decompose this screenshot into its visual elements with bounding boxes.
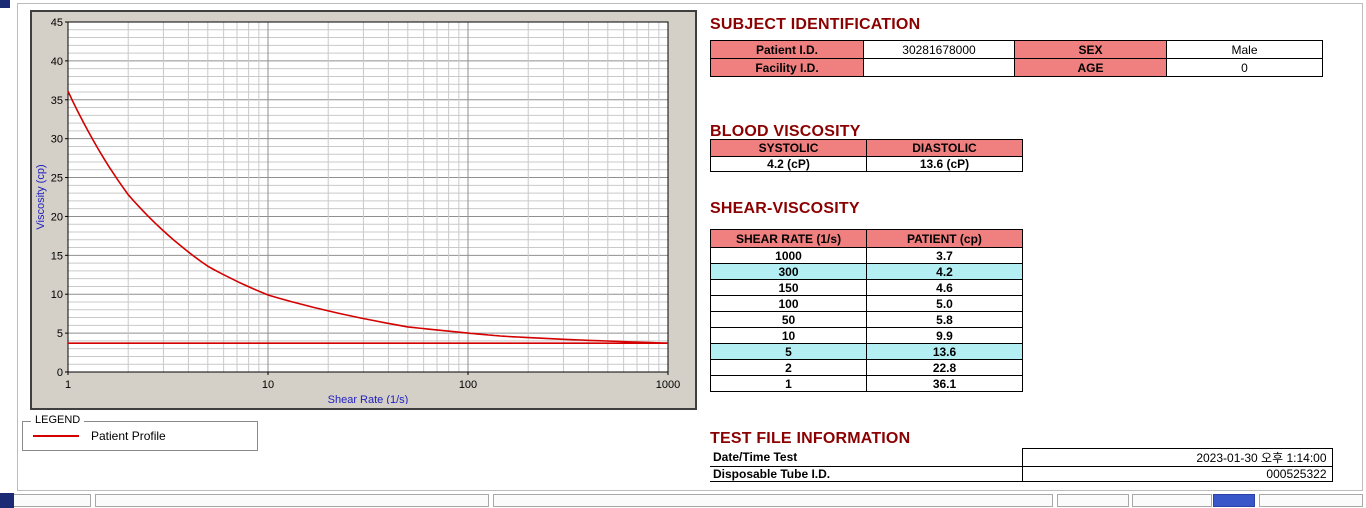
patient-cp-cell: 4.6 xyxy=(866,279,1023,296)
shear-rate-cell: 150 xyxy=(710,279,867,296)
svg-text:1000: 1000 xyxy=(656,379,680,391)
shear-rate-header-cell: SHEAR RATE (1/s) xyxy=(710,229,867,248)
table-row: SYSTOLIC DIASTOLIC xyxy=(710,139,1023,157)
shear-viscosity-chart: 0 5 10 15 20 25 30 35 40 45 1 10 100 1000 Shear Rate (… xyxy=(35,17,680,404)
facility-id-label-cell: Facility I.D. xyxy=(710,58,864,77)
shear-viscosity-table: SHEAR RATE (1/s) PATIENT (cp) 1000 3.7 3… xyxy=(710,229,1023,392)
statusbar-segment xyxy=(1259,494,1363,507)
patient-profile-line-sample xyxy=(33,435,79,437)
date-time-test-value-cell: 2023-01-30 오후 1:14:00 xyxy=(1021,448,1333,467)
window-chrome-fragment-bottom-left xyxy=(0,493,14,508)
test-file-information-heading: TEST FILE INFORMATION xyxy=(710,430,911,447)
statusbar-segment xyxy=(1057,494,1129,507)
age-label-cell: AGE xyxy=(1014,58,1167,77)
svg-text:5: 5 xyxy=(57,328,63,340)
patient-cp-cell: 9.9 xyxy=(866,327,1023,344)
table-row: SHEAR RATE (1/s) PATIENT (cp) xyxy=(710,229,1023,248)
shear-rate-cell: 300 xyxy=(710,263,867,280)
systolic-header-cell: SYSTOLIC xyxy=(710,139,867,157)
svg-text:0: 0 xyxy=(57,367,63,379)
shear-rate-cell: 10 xyxy=(710,327,867,344)
blood-viscosity-heading: BLOOD VISCOSITY xyxy=(710,123,861,140)
svg-text:25: 25 xyxy=(51,173,63,185)
diastolic-header-cell: DIASTOLIC xyxy=(866,139,1023,157)
svg-text:30: 30 xyxy=(51,134,63,146)
table-row: 1 36.1 xyxy=(710,375,1023,392)
svg-text:10: 10 xyxy=(262,379,274,391)
table-row: Patient I.D. 30281678000 SEX Male xyxy=(710,40,1323,59)
disposable-tube-id-value-cell: 000525322 xyxy=(1021,466,1333,482)
shear-rate-cell: 1000 xyxy=(710,247,867,264)
shear-rate-cell: 100 xyxy=(710,295,867,312)
statusbar-segment xyxy=(493,494,1053,507)
blood-viscosity-table: SYSTOLIC DIASTOLIC 4.2 (cP) 13.6 (cP) xyxy=(710,139,1023,172)
systolic-value-cell: 4.2 (cP) xyxy=(710,156,867,172)
window-chrome-fragment-top-left xyxy=(0,0,10,8)
subject-identification-heading: SUBJECT IDENTIFICATION xyxy=(710,16,921,33)
svg-text:35: 35 xyxy=(51,95,63,107)
svg-text:100: 100 xyxy=(459,379,477,391)
subject-identification-table: Patient I.D. 30281678000 SEX Male Facili… xyxy=(710,40,1323,77)
patient-cp-header-cell: PATIENT (cp) xyxy=(866,229,1023,248)
table-row: Disposable Tube I.D. 000525322 xyxy=(710,466,1333,482)
patient-cp-cell: 22.8 xyxy=(866,359,1023,376)
table-row: 2 22.8 xyxy=(710,359,1023,376)
shear-rate-cell: 50 xyxy=(710,311,867,328)
table-row: Facility I.D. AGE 0 xyxy=(710,58,1323,77)
statusbar-segment xyxy=(3,494,91,507)
svg-text:45: 45 xyxy=(51,17,63,29)
svg-text:1: 1 xyxy=(65,379,71,391)
legend-box: LEGEND Patient Profile xyxy=(22,414,258,451)
table-row: 150 4.6 xyxy=(710,279,1023,296)
patient-cp-cell: 36.1 xyxy=(866,375,1023,392)
age-value-cell: 0 xyxy=(1166,58,1323,77)
taskbar-item-active[interactable] xyxy=(1213,494,1255,507)
statusbar-segment xyxy=(1132,494,1212,507)
shear-rate-cell: 2 xyxy=(710,359,867,376)
patient-cp-cell: 4.2 xyxy=(866,263,1023,280)
legend-item-label: Patient Profile xyxy=(91,429,166,443)
table-row: 300 4.2 xyxy=(710,263,1023,280)
table-row: 5 13.6 xyxy=(710,343,1023,360)
table-row: 1000 3.7 xyxy=(710,247,1023,264)
viscosity-chart-panel: 0 5 10 15 20 25 30 35 40 45 1 10 100 1000 Shear Rate (… xyxy=(30,10,697,410)
statusbar-segment xyxy=(95,494,489,507)
table-row: 4.2 (cP) 13.6 (cP) xyxy=(710,156,1023,172)
sex-value-cell: Male xyxy=(1166,40,1323,59)
patient-cp-cell: 3.7 xyxy=(866,247,1023,264)
date-time-test-label-cell: Date/Time Test xyxy=(710,448,1022,467)
svg-text:10: 10 xyxy=(51,289,63,301)
table-row: Date/Time Test 2023-01-30 오후 1:14:00 xyxy=(710,448,1333,467)
diastolic-value-cell: 13.6 (cP) xyxy=(866,156,1023,172)
sex-label-cell: SEX xyxy=(1014,40,1167,59)
svg-text:Shear Rate (1/s): Shear Rate (1/s) xyxy=(328,394,409,404)
shear-rate-cell: 1 xyxy=(710,375,867,392)
legend-item: Patient Profile xyxy=(23,422,257,450)
legend-title: LEGEND xyxy=(31,414,85,426)
test-file-information-table: Date/Time Test 2023-01-30 오후 1:14:00 Dis… xyxy=(710,448,1333,482)
disposable-tube-id-label-cell: Disposable Tube I.D. xyxy=(710,466,1022,482)
patient-cp-cell: 5.8 xyxy=(866,311,1023,328)
table-row: 10 9.9 xyxy=(710,327,1023,344)
table-row: 50 5.8 xyxy=(710,311,1023,328)
svg-text:40: 40 xyxy=(51,56,63,68)
table-row: 100 5.0 xyxy=(710,295,1023,312)
svg-text:20: 20 xyxy=(51,211,63,223)
shear-viscosity-heading: SHEAR-VISCOSITY xyxy=(710,200,860,217)
svg-text:Viscosity (cp): Viscosity (cp) xyxy=(35,164,47,229)
patient-cp-cell: 5.0 xyxy=(866,295,1023,312)
patient-id-label-cell: Patient I.D. xyxy=(710,40,864,59)
patient-cp-cell: 13.6 xyxy=(866,343,1023,360)
patient-id-value-cell: 30281678000 xyxy=(863,40,1015,59)
svg-text:15: 15 xyxy=(51,250,63,262)
shear-rate-cell: 5 xyxy=(710,343,867,360)
facility-id-value-cell xyxy=(863,58,1015,77)
